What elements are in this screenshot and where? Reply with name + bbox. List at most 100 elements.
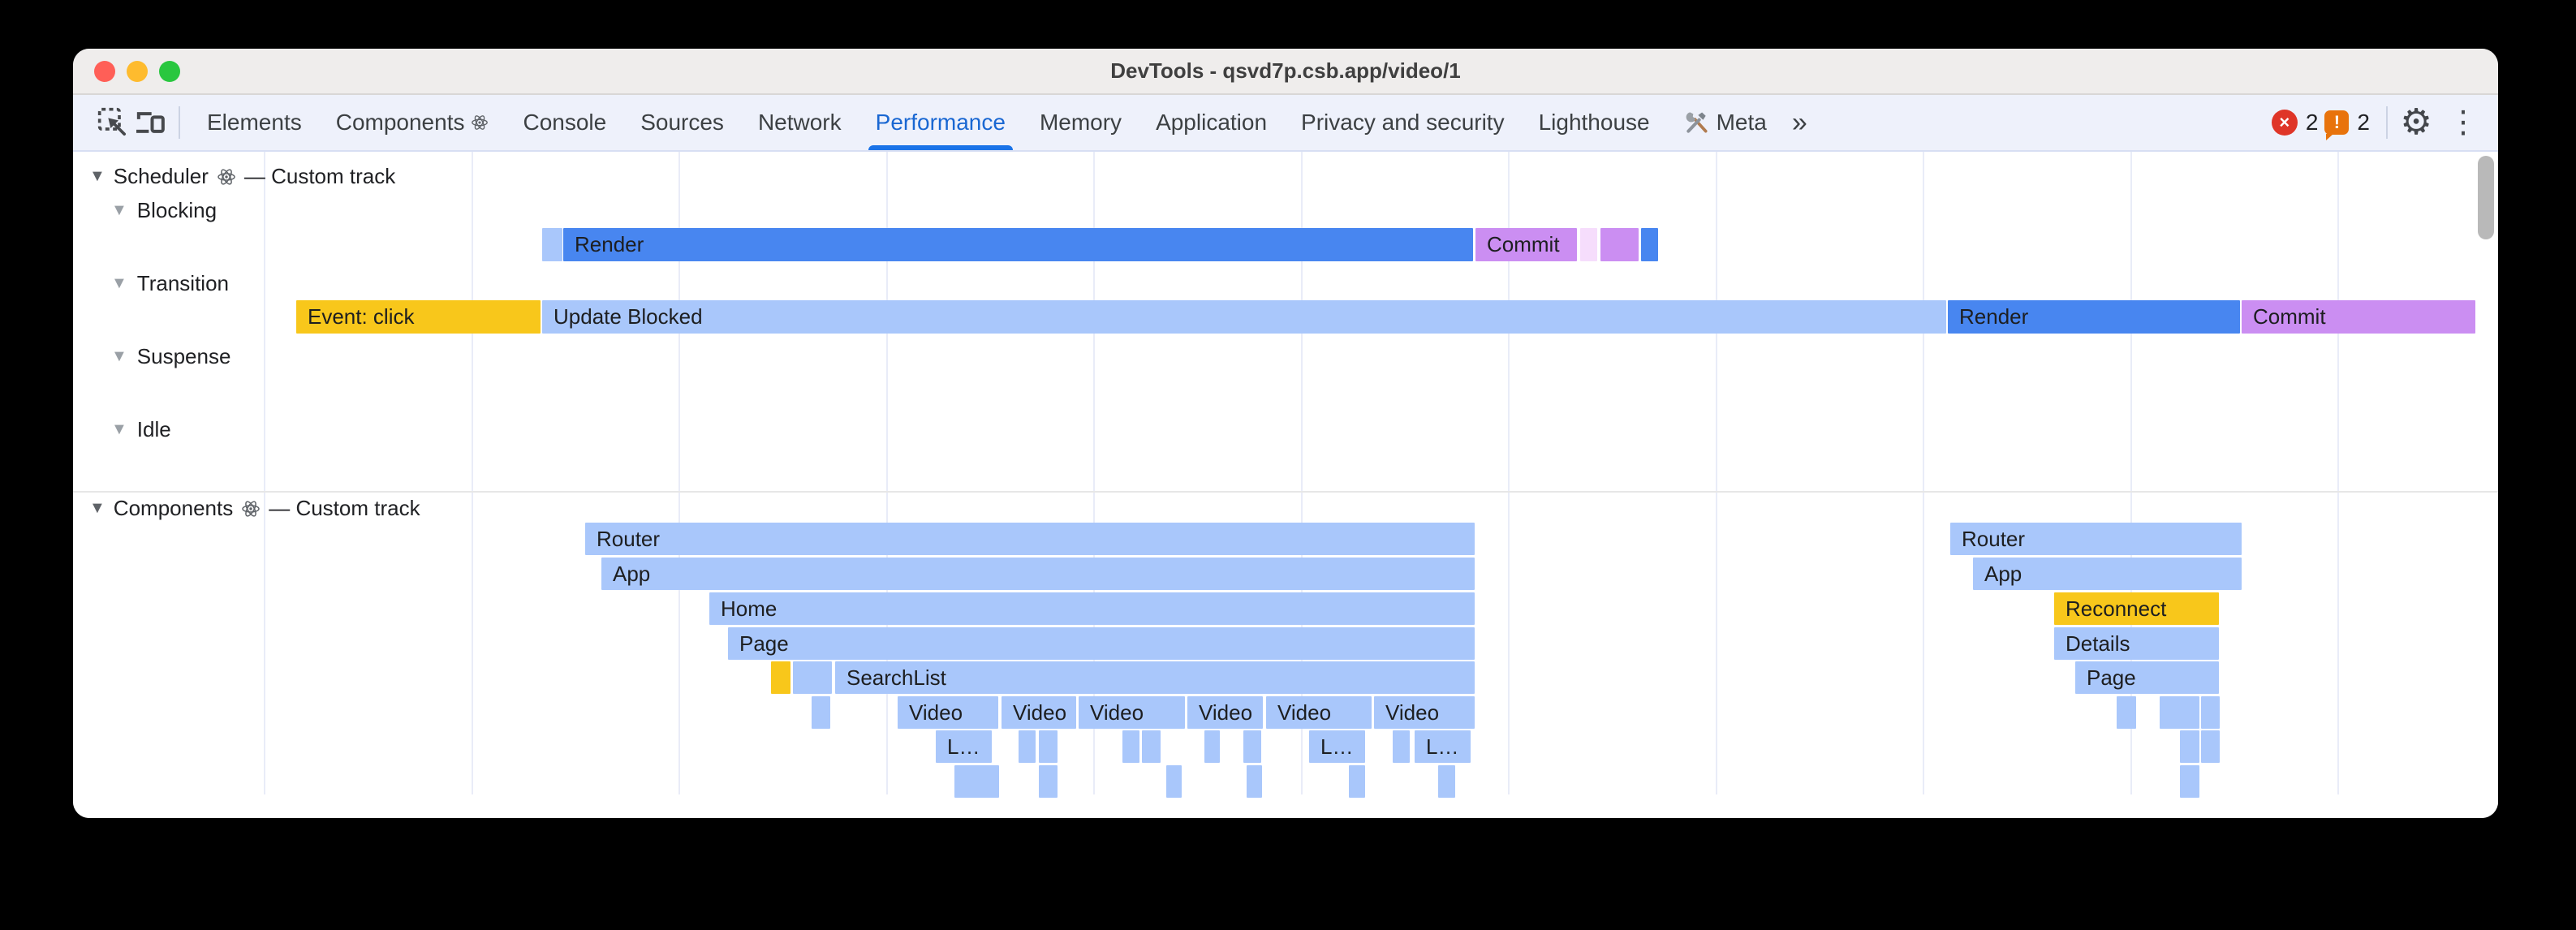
grid-line xyxy=(264,152,265,794)
zoom-button[interactable] xyxy=(159,60,180,82)
flame-bar[interactable] xyxy=(1349,765,1365,798)
react-atom-icon xyxy=(242,500,260,517)
device-toolbar-icon[interactable] xyxy=(131,104,169,141)
grid-line xyxy=(1508,152,1510,794)
flame-bar-video[interactable]: Video xyxy=(1002,696,1076,729)
disclosure-triangle-icon[interactable]: ▼ xyxy=(111,347,127,365)
window-title: DevTools - qsvd7p.csb.app/video/1 xyxy=(1110,58,1461,83)
flame-bar-render[interactable]: Render xyxy=(1948,300,2240,334)
flame-bar-l-[interactable]: L… xyxy=(936,730,992,763)
track-section-divider xyxy=(73,491,2498,493)
vertical-scrollbar-thumb[interactable] xyxy=(2478,156,2494,239)
flame-bar-video[interactable]: Video xyxy=(1374,696,1475,729)
grid-line xyxy=(1093,152,1095,794)
tab-components[interactable]: Components xyxy=(319,95,506,150)
flame-bar[interactable] xyxy=(1039,765,1058,798)
tab-elements[interactable]: Elements xyxy=(207,110,302,135)
flame-bar-commit[interactable]: Commit xyxy=(2242,300,2475,334)
more-options-icon[interactable]: ⋮ xyxy=(2448,105,2479,140)
disclosure-triangle-icon[interactable]: ▼ xyxy=(89,499,106,517)
tab-console[interactable]: Console xyxy=(523,110,607,135)
lane-label-transition[interactable]: ▼ Transition xyxy=(111,271,229,295)
flame-bar-video[interactable]: Video xyxy=(1187,696,1263,729)
error-count: 2 xyxy=(2305,110,2319,135)
flame-bar[interactable] xyxy=(2201,696,2220,729)
flame-bar-searchlist[interactable]: SearchList xyxy=(835,661,1475,694)
flame-bar[interactable] xyxy=(2201,730,2220,763)
disclosure-triangle-icon[interactable]: ▼ xyxy=(111,420,127,438)
flame-bar[interactable] xyxy=(954,765,999,798)
tab-memory[interactable]: Memory xyxy=(1039,110,1122,135)
tab-network[interactable]: Network xyxy=(757,110,842,135)
flame-bar[interactable] xyxy=(1204,730,1220,763)
disclosure-triangle-icon[interactable]: ▼ xyxy=(111,201,127,219)
flame-bar-app[interactable]: App xyxy=(1973,558,2242,590)
flame-bar-reconnect[interactable]: Reconnect xyxy=(2054,592,2219,625)
flame-bar[interactable] xyxy=(1580,228,1597,261)
flame-bar[interactable] xyxy=(1393,730,1410,763)
flame-bar[interactable] xyxy=(1142,730,1161,763)
flame-bar-page[interactable]: Page xyxy=(2075,661,2219,694)
flame-bar[interactable] xyxy=(2180,765,2199,798)
flame-bar[interactable] xyxy=(1166,765,1182,798)
error-close-icon: × xyxy=(2279,112,2290,132)
flame-bar[interactable] xyxy=(1247,765,1262,798)
issue-count: 2 xyxy=(2357,110,2370,135)
flame-bar[interactable] xyxy=(1019,730,1036,763)
flame-bar-event-click[interactable]: Event: click xyxy=(296,300,541,334)
tab-sources[interactable]: Sources xyxy=(640,110,724,135)
errors-badge[interactable]: × 2 xyxy=(2271,110,2325,136)
track-header-components[interactable]: ▼ Components — Custom track xyxy=(89,496,420,520)
tab-performance[interactable]: Performance xyxy=(859,95,1023,150)
devtools-window: DevTools - qsvd7p.csb.app/video/1 Elemen… xyxy=(73,49,2498,818)
settings-gear-icon[interactable]: ⚙ xyxy=(2400,102,2432,142)
disclosure-triangle-icon[interactable]: ▼ xyxy=(111,274,127,292)
tab-meta[interactable]: Meta xyxy=(1667,95,1784,150)
flame-bar-video[interactable]: Video xyxy=(898,696,998,729)
close-button[interactable] xyxy=(94,60,115,82)
timeline[interactable]: ▼ Scheduler — Custom track ▼ Components — C… xyxy=(73,152,2498,818)
inspect-element-icon[interactable] xyxy=(94,104,131,141)
react-atom-icon xyxy=(472,115,489,130)
flame-bar[interactable] xyxy=(1243,730,1261,763)
flame-bar[interactable] xyxy=(771,661,790,694)
flame-bar-update-blocked[interactable]: Update Blocked xyxy=(542,300,1946,334)
flame-bar[interactable] xyxy=(1641,228,1658,261)
flame-bar-l-[interactable]: L… xyxy=(1415,730,1471,763)
flame-bar[interactable] xyxy=(2180,730,2199,763)
tab-lighthouse[interactable]: Lighthouse xyxy=(1538,110,1650,135)
lane-label-idle[interactable]: ▼ Idle xyxy=(111,417,171,441)
issues-badge[interactable]: ! 2 xyxy=(2324,110,2376,140)
flame-bar[interactable] xyxy=(2117,696,2136,729)
flame-bar-router[interactable]: Router xyxy=(585,523,1475,555)
flame-bar-video[interactable]: Video xyxy=(1079,696,1185,729)
flame-bar[interactable] xyxy=(2160,696,2199,729)
track-header-scheduler[interactable]: ▼ Scheduler — Custom track xyxy=(89,164,396,188)
minimize-button[interactable] xyxy=(127,60,148,82)
flame-bar[interactable] xyxy=(1039,730,1058,763)
lane-label-blocking[interactable]: ▼ Blocking xyxy=(111,198,218,222)
flame-bar[interactable] xyxy=(1438,765,1455,798)
flame-bar[interactable] xyxy=(1600,228,1639,261)
flame-bar[interactable] xyxy=(542,228,562,261)
flame-bar-commit[interactable]: Commit xyxy=(1475,228,1577,261)
flame-bar[interactable] xyxy=(793,661,832,694)
flame-bar-home[interactable]: Home xyxy=(709,592,1475,625)
flame-bar-app[interactable]: App xyxy=(601,558,1475,590)
flame-bar-render[interactable]: Render xyxy=(563,228,1473,261)
lane-label-suspense[interactable]: ▼ Suspense xyxy=(111,344,231,368)
flame-bar[interactable] xyxy=(1122,730,1139,763)
traffic-lights xyxy=(94,49,180,93)
flame-bar-router[interactable]: Router xyxy=(1950,523,2242,555)
flame-bar-details[interactable]: Details xyxy=(2054,627,2219,660)
flame-bar-page[interactable]: Page xyxy=(728,627,1475,660)
grid-line xyxy=(885,152,888,794)
flame-bar-l-[interactable]: L… xyxy=(1309,730,1365,763)
more-tabs-icon[interactable]: » xyxy=(1791,106,1807,138)
flame-bar-video[interactable]: Video xyxy=(1266,696,1372,729)
tab-privacy-and-security[interactable]: Privacy and security xyxy=(1301,110,1505,135)
toolbar-divider-right xyxy=(2386,106,2388,139)
disclosure-triangle-icon[interactable]: ▼ xyxy=(89,167,106,185)
tab-application[interactable]: Application xyxy=(1156,110,1268,135)
flame-bar[interactable] xyxy=(812,696,830,729)
